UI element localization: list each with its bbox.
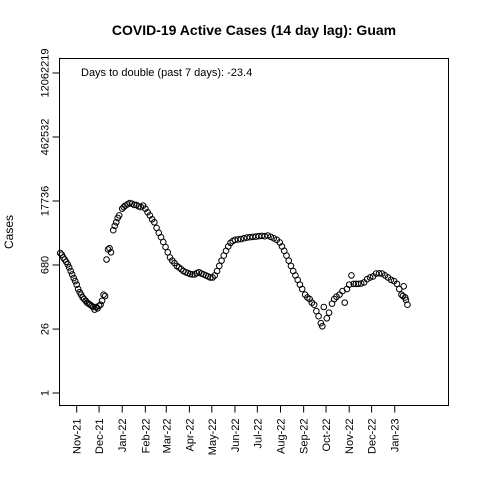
data-point xyxy=(80,295,88,303)
days-to-double-annotation: Days to double (past 7 days): -23.4 xyxy=(81,67,252,79)
data-point xyxy=(387,276,395,284)
data-point xyxy=(400,282,408,290)
data-points xyxy=(56,199,411,330)
data-point xyxy=(320,303,328,311)
data-point xyxy=(56,249,64,257)
x-tick-label: Nov-21 xyxy=(72,419,84,454)
y-tick-label: 26 xyxy=(40,323,52,335)
x-tick-label: Oct-22 xyxy=(321,419,333,452)
plot-frame xyxy=(59,58,449,406)
data-point xyxy=(111,222,119,230)
data-point xyxy=(404,301,411,308)
data-point xyxy=(366,274,374,281)
x-tick-label: Mar-22 xyxy=(161,419,173,454)
data-point xyxy=(323,314,331,322)
data-point xyxy=(151,218,158,226)
data-point xyxy=(350,280,357,288)
data-point xyxy=(264,232,272,239)
x-tick-label: Sep-22 xyxy=(299,419,311,454)
x-tick-label: Dec-22 xyxy=(367,419,379,454)
data-point xyxy=(130,201,138,209)
data-point xyxy=(120,203,128,211)
data-point xyxy=(74,285,82,293)
y-axis: 1 26 680 17736 462532 12062219 xyxy=(40,49,60,396)
x-tick-label: Aug-22 xyxy=(276,419,288,454)
data-point xyxy=(95,302,103,310)
x-tick-label: Jan-22 xyxy=(117,419,129,453)
data-point xyxy=(240,235,248,242)
data-point xyxy=(348,272,355,279)
data-point xyxy=(234,236,242,243)
chart-title: COVID-19 Active Cases (14 day lag): Guam xyxy=(112,22,396,38)
y-tick-label: 462532 xyxy=(40,119,52,156)
x-tick-label: Feb-22 xyxy=(140,419,152,454)
y-axis-label: Cases xyxy=(2,215,16,249)
x-tick-label: Nov-22 xyxy=(344,419,356,454)
x-axis: Nov-21 Dec-21 Jan-22 Feb-22 Mar-22 Apr-22 May-… xyxy=(72,405,402,456)
data-point xyxy=(106,244,113,252)
data-point xyxy=(107,248,115,256)
data-point xyxy=(325,309,333,316)
data-point xyxy=(71,277,79,285)
data-point xyxy=(112,218,120,226)
data-point xyxy=(189,271,196,278)
data-point xyxy=(345,281,353,288)
data-point xyxy=(98,297,106,305)
data-point xyxy=(115,212,123,219)
data-point xyxy=(357,280,365,287)
x-tick-label: Jul-22 xyxy=(252,419,264,449)
data-point xyxy=(73,281,80,288)
data-point xyxy=(97,301,104,308)
data-point xyxy=(100,291,107,298)
data-point xyxy=(341,299,349,306)
data-point xyxy=(354,280,362,288)
y-tick-label: 680 xyxy=(40,256,52,274)
data-point xyxy=(319,322,326,330)
data-point xyxy=(315,312,322,320)
y-tick-label: 1 xyxy=(40,390,52,396)
x-tick-label: Apr-22 xyxy=(184,419,196,452)
data-point xyxy=(310,301,318,308)
data-point xyxy=(109,226,117,234)
data-point xyxy=(298,285,306,293)
data-point xyxy=(215,262,223,270)
x-tick-label: Jan-23 xyxy=(390,419,402,453)
data-point xyxy=(237,235,245,243)
x-tick-label: May-22 xyxy=(207,419,219,456)
y-tick-label: 12062219 xyxy=(40,49,52,98)
x-tick-label: Dec-21 xyxy=(94,419,106,454)
y-tick-label: 17736 xyxy=(40,186,52,217)
data-point xyxy=(375,270,383,277)
data-point xyxy=(101,292,109,300)
x-tick-label: Jun-22 xyxy=(230,419,242,453)
data-point xyxy=(65,264,73,271)
data-point xyxy=(67,267,74,275)
data-point xyxy=(285,257,293,264)
data-point xyxy=(103,256,110,263)
data-point xyxy=(68,271,76,278)
data-point xyxy=(162,243,169,251)
data-point xyxy=(398,291,405,298)
